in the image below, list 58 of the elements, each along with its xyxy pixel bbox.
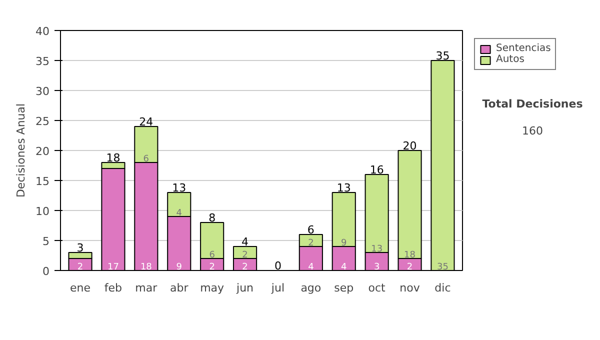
total-label: 24 [139,116,154,128]
total-label: 0 [274,260,282,272]
x-tick-label: nov [400,282,420,294]
total-label: 20 [402,140,417,152]
x-tick-label: sep [334,282,354,294]
x-tick-label: may [200,282,225,294]
y-tick-label: 20 [36,145,50,158]
total-label: 13 [172,182,186,194]
data-label: 35 [437,262,448,272]
total-label: 35 [436,50,450,62]
x-tick-label: abr [170,282,189,294]
total-label: 6 [307,224,314,236]
x-tick-label: feb [104,282,122,294]
legend-label: Sentencias [496,43,551,54]
data-label: 17 [107,262,119,272]
x-tick-label: ene [70,282,91,294]
total-label: 13 [336,182,351,194]
data-label: 2 [242,262,248,272]
data-label: 13 [371,244,383,254]
y-tick-label: 25 [36,115,50,128]
y-tick-label: 15 [36,175,50,188]
legend-label: Autos [496,54,524,65]
data-label: 9 [176,262,182,272]
x-tick-label: ago [300,282,322,294]
y-tick-label: 5 [42,235,50,248]
y-axis-title: Decisiones Anual [14,103,28,198]
y-tick-label: 35 [36,55,50,68]
x-tick-label: mar [135,282,158,294]
bar [430,60,455,270]
data-label: 2 [77,262,84,272]
data-label: 4 [308,262,314,272]
text: Total Decisiones [482,98,584,110]
data-label: 18 [140,262,152,272]
x-tick-label: jun [236,282,254,294]
x-tick-label: oct [368,282,386,294]
y-tick-label: 30 [36,85,50,98]
data-label: 4 [341,262,348,272]
total-label: 4 [242,236,249,248]
data-label: 2 [406,262,413,272]
data-label: 2 [308,238,314,248]
data-label: 6 [143,154,150,164]
x-tick-label: dic [434,282,451,294]
x-tick-label: jul [270,282,285,294]
y-tick-label: 40 [36,25,50,38]
data-label: 6 [209,250,216,260]
total-label: 3 [76,242,84,254]
total-label: 18 [106,152,120,164]
data-label: 2 [209,262,215,272]
y-tick-label: 10 [36,205,50,218]
data-label: 18 [404,250,416,260]
y-tick-label: 0 [42,265,50,278]
data-label: 3 [374,262,380,272]
data-label: 9 [341,238,348,248]
total-label: 8 [208,212,216,224]
data-label: 2 [242,250,248,260]
data-label: 4 [176,208,182,218]
total-label: 16 [370,164,384,176]
text: 160 [522,124,543,138]
